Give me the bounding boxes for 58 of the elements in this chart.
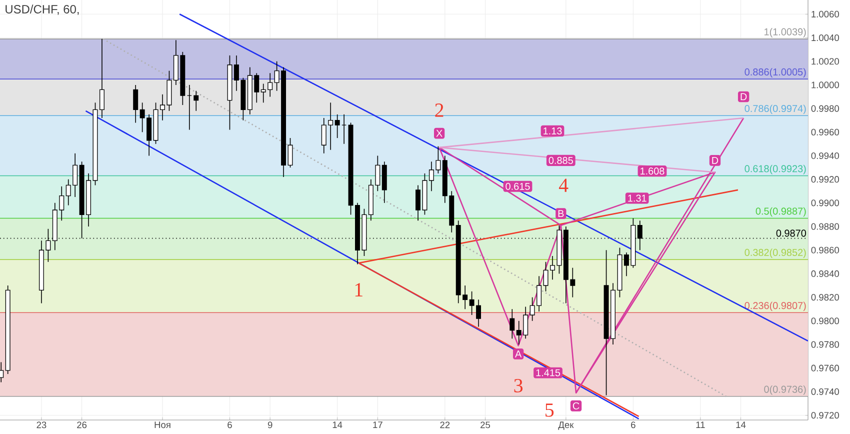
y-tick-label: 0.9860 [811, 246, 840, 254]
x-tick-label: 25 [480, 422, 490, 428]
annotation: 1.608 [640, 168, 664, 175]
annotation: 2 [435, 104, 444, 117]
annotation: 3 [514, 378, 523, 392]
ref-line-label: 1(1.0039) [764, 28, 806, 38]
y-tick-label: 0.9760 [811, 364, 840, 372]
annotation: D [712, 157, 718, 164]
x-tick-label: 17 [373, 422, 382, 428]
ref-line-label: 0.886(1.0005) [744, 68, 806, 78]
annotation: D [740, 93, 747, 100]
y-tick-label: 1.0000 [812, 82, 840, 88]
annotation: A [515, 350, 522, 358]
annotation: 1.13 [544, 127, 562, 134]
y-tick-label: 0.9720 [811, 412, 840, 419]
y-tick-label: 0.9900 [811, 200, 840, 206]
y-tick-label: 1.0040 [812, 34, 840, 42]
ref-line-label: 0.382(0.9852) [744, 248, 806, 258]
ref-line-label: 0.618(0.9923) [744, 164, 806, 174]
x-tick-label: 9 [268, 422, 272, 428]
chart-title: USD/CHF, 60, [6, 4, 79, 15]
annotation: 0.615 [506, 182, 530, 190]
y-tick-label: 1.0020 [812, 58, 840, 65]
annotation: 1.415 [536, 369, 560, 376]
y-tick-label: 0.9960 [811, 128, 840, 136]
annotation: B [558, 210, 564, 217]
y-tick-label: 0.9800 [811, 318, 840, 324]
annotation: 1 [355, 283, 362, 296]
annotation: 5 [546, 404, 554, 417]
ref-line-label: 0(0.9736) [764, 386, 806, 395]
x-tick-label: Ноя [154, 422, 170, 428]
y-tick-label: 0.9740 [811, 388, 840, 395]
x-tick-label: 26 [77, 422, 87, 428]
annotation: 4 [558, 178, 568, 192]
x-tick-label: 6 [631, 422, 636, 428]
x-tick-label: Дек [558, 422, 574, 430]
x-tick-label: 22 [440, 422, 450, 428]
x-tick-label: 14 [332, 422, 342, 428]
ref-line-label: 0.236(0.9807) [744, 302, 806, 312]
annotation: 1.31 [628, 194, 646, 202]
annotation: 0.885 [548, 156, 573, 164]
y-tick-label: 0.9920 [811, 176, 840, 183]
ref-line-label: 0.786(0.9974) [744, 104, 806, 114]
y-tick-label: 0.9820 [811, 294, 840, 301]
y-tick-label: 0.9880 [811, 223, 840, 230]
x-tick-label: 14 [736, 422, 746, 428]
y-tick-label: 1.0060 [812, 10, 840, 18]
x-tick-label: 23 [36, 422, 46, 428]
x-tick-label: 11 [696, 422, 705, 428]
ref-line-label: 0.5(0.9887) [756, 207, 806, 217]
y-tick-label: 0.9840 [811, 270, 840, 277]
y-tick-label: 0.9980 [811, 105, 840, 112]
annotation: C [572, 402, 580, 410]
annotation: X [436, 130, 442, 137]
x-tick-label: 6 [228, 422, 232, 428]
y-tick-label: 0.9780 [811, 341, 840, 348]
y-tick-label: 0.9940 [811, 152, 840, 160]
ref-line-label: 0.9870 [776, 230, 806, 237]
